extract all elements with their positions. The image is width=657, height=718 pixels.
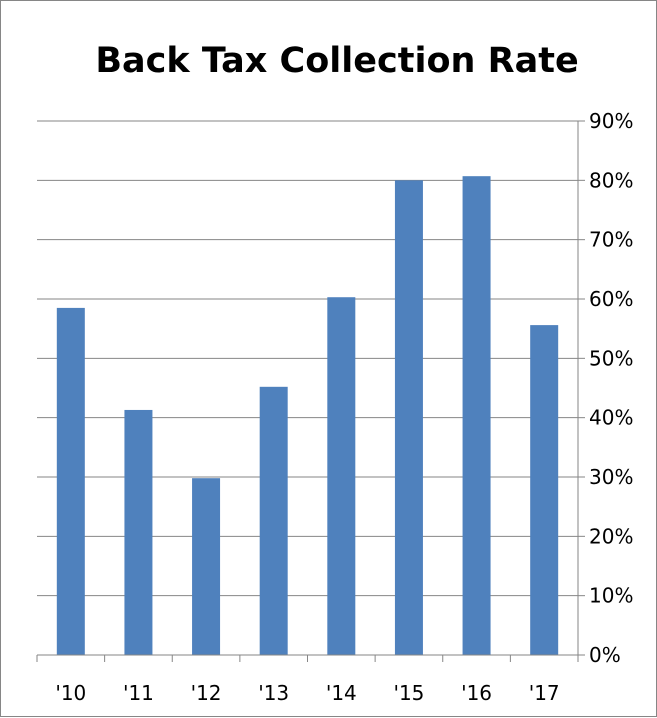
x-tick-label: '17: [529, 681, 560, 705]
bar-17: [530, 325, 559, 655]
bar-12: [192, 478, 221, 655]
y-tick-label: 70%: [589, 228, 633, 252]
bar-10: [56, 307, 85, 655]
y-tick-label: 30%: [589, 465, 633, 489]
x-tick-label: '12: [191, 681, 222, 705]
y-tick-label: 80%: [589, 168, 633, 192]
y-tick-label: 40%: [589, 406, 633, 430]
y-tick-label: 60%: [589, 287, 633, 311]
x-tick-label: '11: [123, 681, 154, 705]
y-tick-label: 50%: [589, 346, 633, 370]
y-tick-label: 10%: [589, 584, 633, 608]
axes: [36, 120, 585, 662]
gridlines: [37, 120, 578, 597]
x-tick-label: '15: [393, 681, 424, 705]
y-tick-label: 20%: [589, 524, 633, 548]
y-tick-label: 0%: [589, 643, 621, 667]
x-tick-label: '13: [258, 681, 289, 705]
bar-16: [462, 176, 491, 655]
bar-13: [259, 386, 288, 655]
tick-labels: 0% 10% 20% 30% 40% 50% 60% 70% 80% 90% '10 '11 '12 '1…: [55, 109, 633, 705]
x-tick-label: '14: [326, 681, 357, 705]
bar-14: [327, 297, 356, 655]
x-tick-label: '10: [55, 681, 86, 705]
chart-title: Back Tax Collection Rate: [95, 41, 578, 81]
bars: [56, 176, 559, 656]
y-tick-label: 90%: [589, 109, 633, 133]
bar-11: [124, 409, 153, 655]
x-tick-label: '16: [461, 681, 492, 705]
bar-15: [394, 180, 423, 656]
